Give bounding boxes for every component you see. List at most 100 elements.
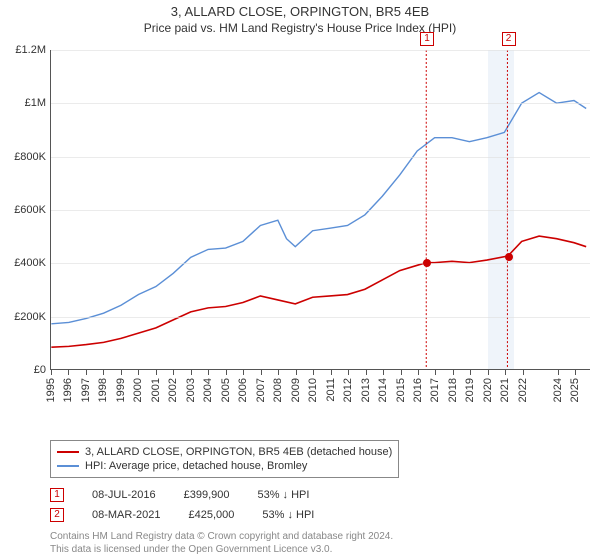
x-tick-label: 2018	[447, 378, 459, 402]
x-tick-label: 2009	[290, 378, 302, 402]
x-tick-mark	[103, 370, 104, 375]
x-tick-mark	[453, 370, 454, 375]
sale-pct: 53% ↓ HPI	[257, 489, 309, 501]
x-tick-label: 2000	[132, 378, 144, 402]
x-tick-label: 2008	[272, 378, 284, 402]
footer: Contains HM Land Registry data © Crown c…	[50, 530, 590, 556]
x-tick-mark	[278, 370, 279, 375]
x-tick-mark	[226, 370, 227, 375]
marker-label-1: 1	[420, 32, 434, 46]
x-tick-mark	[435, 370, 436, 375]
chart-title: 3, ALLARD CLOSE, ORPINGTON, BR5 4EB	[0, 0, 600, 19]
x-tick-label: 2012	[342, 378, 354, 402]
x-tick-mark	[156, 370, 157, 375]
x-tick-mark	[261, 370, 262, 375]
x-tick-label: 2020	[482, 378, 494, 402]
x-tick-label: 2014	[377, 378, 389, 402]
plot-area: £0£200K£400K£600K£800K£1M£1.2M1995199619…	[50, 50, 590, 370]
y-tick-label: £600K	[1, 204, 46, 216]
sale-price: £399,900	[184, 489, 230, 501]
x-tick-mark	[296, 370, 297, 375]
x-tick-label: 2006	[237, 378, 249, 402]
chart-container: 3, ALLARD CLOSE, ORPINGTON, BR5 4EB Pric…	[0, 0, 600, 560]
sale-date: 08-JUL-2016	[92, 489, 156, 501]
footer-line1: Contains HM Land Registry data © Crown c…	[50, 530, 590, 543]
gridline	[51, 157, 590, 158]
legend-row: HPI: Average price, detached house, Brom…	[57, 459, 392, 473]
x-tick-mark	[575, 370, 576, 375]
sale-marker: 1	[50, 488, 64, 502]
y-tick-label: £400K	[1, 257, 46, 269]
x-tick-mark	[348, 370, 349, 375]
x-tick-label: 2007	[255, 378, 267, 402]
x-tick-mark	[51, 370, 52, 375]
x-tick-label: 1999	[115, 378, 127, 402]
y-tick-label: £1.2M	[1, 44, 46, 56]
x-tick-label: 2017	[429, 378, 441, 402]
sale-price: £425,000	[188, 509, 234, 521]
x-tick-label: 2021	[499, 378, 511, 402]
legend-swatch	[57, 465, 79, 467]
x-tick-label: 2010	[307, 378, 319, 402]
x-tick-mark	[138, 370, 139, 375]
sale-pct: 53% ↓ HPI	[262, 509, 314, 521]
x-tick-mark	[558, 370, 559, 375]
x-tick-label: 2016	[412, 378, 424, 402]
gridline	[51, 263, 590, 264]
x-tick-label: 2025	[569, 378, 581, 402]
x-tick-mark	[68, 370, 69, 375]
x-tick-mark	[488, 370, 489, 375]
legend-row: 3, ALLARD CLOSE, ORPINGTON, BR5 4EB (det…	[57, 445, 392, 459]
sale-marker: 2	[50, 508, 64, 522]
marker-label-2: 2	[502, 32, 516, 46]
x-tick-label: 2005	[220, 378, 232, 402]
y-tick-label: £800K	[1, 151, 46, 163]
x-tick-label: 2003	[185, 378, 197, 402]
x-tick-mark	[470, 370, 471, 375]
x-tick-label: 2024	[552, 378, 564, 402]
gridline	[51, 103, 590, 104]
chart-wrap: £0 £200K £400K £600K £800K £1M £1.2M 1995 1996 19…	[0, 40, 600, 440]
y-tick-label: £0	[1, 364, 46, 376]
marker-point	[505, 253, 513, 261]
x-tick-mark	[401, 370, 402, 375]
x-tick-label: 2022	[517, 378, 529, 402]
legend: 3, ALLARD CLOSE, ORPINGTON, BR5 4EB (det…	[50, 440, 399, 478]
x-tick-mark	[523, 370, 524, 375]
gridline	[51, 50, 590, 51]
gridline	[51, 210, 590, 211]
x-tick-mark	[418, 370, 419, 375]
sale-row-1: 1 08-JUL-2016 £399,900 53% ↓ HPI	[50, 488, 309, 502]
marker-point	[423, 259, 431, 267]
x-tick-mark	[505, 370, 506, 375]
series-line-hpi_bromley	[51, 93, 586, 324]
legend-label: 3, ALLARD CLOSE, ORPINGTON, BR5 4EB (det…	[85, 446, 392, 458]
legend-label: HPI: Average price, detached house, Brom…	[85, 460, 307, 472]
x-tick-label: 2001	[150, 378, 162, 402]
x-tick-mark	[86, 370, 87, 375]
legend-swatch	[57, 451, 79, 453]
x-tick-label: 1996	[62, 378, 74, 402]
x-tick-label: 2013	[360, 378, 372, 402]
x-tick-mark	[383, 370, 384, 375]
x-tick-label: 2015	[395, 378, 407, 402]
x-tick-mark	[331, 370, 332, 375]
x-tick-label: 2004	[202, 378, 214, 402]
x-tick-mark	[243, 370, 244, 375]
y-tick-label: £200K	[1, 311, 46, 323]
x-tick-mark	[366, 370, 367, 375]
y-tick-label: £1M	[1, 97, 46, 109]
x-tick-label: 2019	[464, 378, 476, 402]
gridline	[51, 317, 590, 318]
x-tick-mark	[191, 370, 192, 375]
sale-row-2: 2 08-MAR-2021 £425,000 53% ↓ HPI	[50, 508, 314, 522]
x-tick-mark	[173, 370, 174, 375]
x-tick-mark	[208, 370, 209, 375]
x-tick-label: 2011	[325, 378, 337, 402]
x-tick-mark	[121, 370, 122, 375]
x-tick-mark	[313, 370, 314, 375]
footer-line2: This data is licensed under the Open Gov…	[50, 543, 590, 556]
x-tick-label: 1997	[80, 378, 92, 402]
x-tick-label: 1995	[45, 378, 57, 402]
sale-date: 08-MAR-2021	[92, 509, 160, 521]
